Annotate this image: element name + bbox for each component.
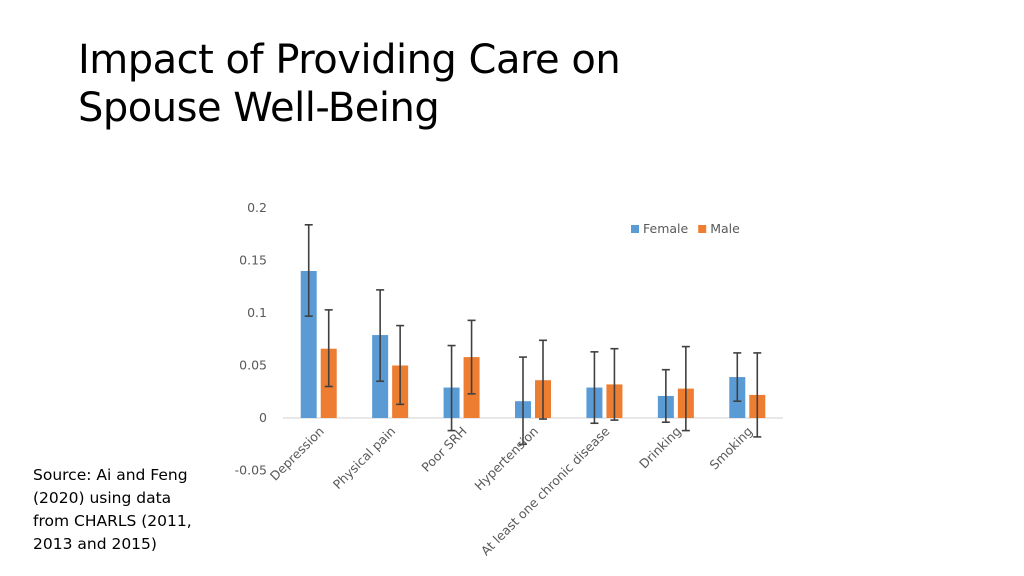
x-category-label: Hypertension [471, 424, 541, 494]
y-tick-label: 0.05 [239, 358, 267, 373]
x-category-label: Depression [267, 424, 327, 484]
legend: Female Male [631, 221, 740, 236]
x-category-label: Physical pain [330, 424, 398, 492]
legend-swatch-male [698, 225, 707, 233]
y-tick-label: 0.15 [239, 253, 267, 268]
y-tick-label: -0.05 [235, 463, 267, 478]
bar-female [300, 271, 317, 418]
source-note: Source: Ai and Feng (2020) using data fr… [33, 464, 192, 556]
y-tick-label: 0 [259, 410, 267, 425]
source-line-1: Source: Ai and Feng [33, 466, 188, 484]
x-category-label: Poor SRH [418, 424, 469, 475]
y-tick-label: 0.2 [247, 200, 267, 215]
error-bars [304, 224, 762, 446]
x-category-label: Smoking [706, 424, 755, 473]
y-tick-label: 0.1 [247, 305, 267, 320]
x-category-label: Drinking [636, 424, 684, 472]
legend-swatch-female [631, 225, 639, 233]
x-category-label: At least one chronic disease [478, 423, 613, 558]
y-axis-ticks: -0.05 0 0.05 0.1 0.15 0.2 [235, 200, 267, 478]
source-line-4: 2013 and 2015) [33, 535, 157, 553]
source-line-3: from CHARLS (2011, [33, 512, 192, 530]
slide-title-line-1: Impact of Providing Care on [78, 37, 621, 83]
legend-label-male: Male [710, 221, 740, 236]
legend-label-female: Female [643, 221, 689, 236]
bars [300, 271, 766, 418]
source-line-2: (2020) using data [33, 489, 172, 507]
x-axis-categories: Depression Physical pain Poor SRH Hypertens… [267, 423, 756, 558]
slide-title: Impact of Providing Care on Spouse Well-… [78, 36, 621, 132]
slide-title-line-2: Spouse Well-Being [78, 85, 440, 131]
